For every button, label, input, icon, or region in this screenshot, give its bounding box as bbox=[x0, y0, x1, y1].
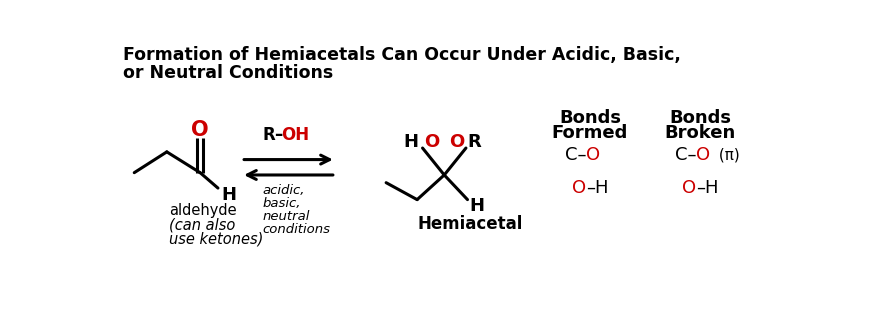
Text: OH: OH bbox=[281, 126, 310, 144]
Text: O: O bbox=[586, 146, 600, 164]
Text: Bonds: Bonds bbox=[559, 109, 621, 127]
Text: Formed: Formed bbox=[551, 124, 628, 142]
Text: O: O bbox=[572, 179, 586, 197]
Text: R: R bbox=[467, 133, 481, 151]
Text: O: O bbox=[682, 179, 696, 197]
Text: (π): (π) bbox=[714, 148, 740, 162]
Text: basic,: basic, bbox=[262, 197, 301, 210]
Text: H: H bbox=[221, 186, 236, 204]
Text: Hemiacetal: Hemiacetal bbox=[417, 215, 522, 233]
Text: O: O bbox=[191, 120, 209, 140]
Text: R: R bbox=[263, 126, 275, 144]
Text: C–: C– bbox=[675, 146, 696, 164]
Text: H: H bbox=[404, 133, 418, 151]
Text: acidic,: acidic, bbox=[262, 184, 305, 197]
Text: –: – bbox=[274, 126, 282, 144]
Text: neutral: neutral bbox=[262, 210, 310, 223]
Text: H: H bbox=[470, 197, 485, 215]
Text: (can also: (can also bbox=[169, 217, 235, 232]
Text: O: O bbox=[449, 133, 464, 151]
Text: use ketones): use ketones) bbox=[169, 231, 264, 246]
Text: or Neutral Conditions: or Neutral Conditions bbox=[123, 64, 333, 82]
Text: O: O bbox=[696, 146, 710, 164]
Text: Broken: Broken bbox=[664, 124, 735, 142]
Text: O: O bbox=[424, 133, 440, 151]
Text: –H: –H bbox=[696, 179, 718, 197]
Text: Bonds: Bonds bbox=[669, 109, 731, 127]
Text: aldehyde: aldehyde bbox=[169, 204, 237, 218]
Text: –H: –H bbox=[586, 179, 608, 197]
Text: conditions: conditions bbox=[262, 223, 330, 236]
Text: Formation of Hemiacetals Can Occur Under Acidic, Basic,: Formation of Hemiacetals Can Occur Under… bbox=[123, 46, 680, 64]
Text: C–: C– bbox=[565, 146, 586, 164]
